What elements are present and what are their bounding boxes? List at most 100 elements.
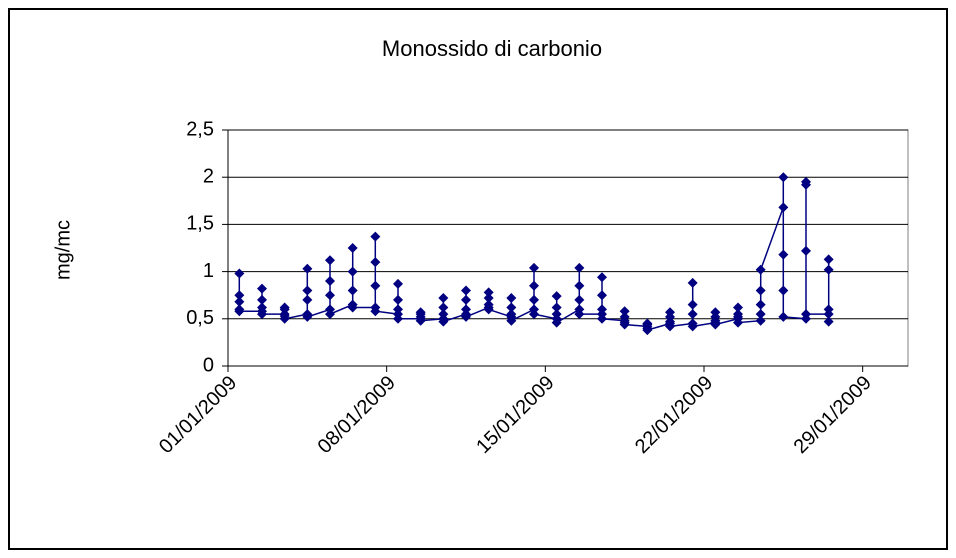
marker xyxy=(529,262,539,273)
marker xyxy=(461,304,471,315)
marker xyxy=(597,313,607,324)
marker xyxy=(393,278,403,289)
marker xyxy=(778,249,789,260)
marker xyxy=(619,306,630,317)
marker xyxy=(665,307,675,318)
marker xyxy=(393,313,403,324)
marker xyxy=(257,283,267,294)
marker xyxy=(619,319,630,330)
y-axis-label: mg/mc xyxy=(52,220,74,280)
marker xyxy=(438,309,449,320)
marker xyxy=(755,299,766,310)
marker xyxy=(823,254,834,265)
marker xyxy=(234,296,245,307)
marker xyxy=(393,294,403,305)
marker xyxy=(755,309,766,320)
chart-title: Monossido di carbonio xyxy=(382,36,602,61)
marker xyxy=(483,304,494,315)
marker xyxy=(325,255,335,266)
marker xyxy=(325,276,335,287)
marker xyxy=(257,309,267,320)
marker xyxy=(551,309,562,320)
marker xyxy=(801,179,811,190)
y-tick-label: 2,5 xyxy=(186,118,214,140)
marker xyxy=(778,311,789,322)
marker xyxy=(483,287,494,298)
marker xyxy=(347,266,358,277)
marker xyxy=(642,325,653,336)
marker xyxy=(279,302,290,313)
y-tick-label: 1 xyxy=(203,260,214,282)
marker xyxy=(234,306,245,317)
marker xyxy=(347,243,358,253)
marker xyxy=(529,294,539,305)
marker xyxy=(801,245,811,256)
marker xyxy=(302,285,313,296)
marker xyxy=(687,309,698,320)
marker xyxy=(778,172,789,183)
marker xyxy=(574,262,585,273)
marker xyxy=(461,311,471,322)
y-tick-label: 2 xyxy=(203,165,214,187)
marker xyxy=(370,280,381,291)
marker xyxy=(778,285,789,296)
marker xyxy=(415,315,426,326)
marker xyxy=(529,280,539,291)
marker xyxy=(823,264,834,275)
marker xyxy=(234,290,245,301)
marker xyxy=(551,302,562,313)
marker xyxy=(438,302,449,313)
marker xyxy=(325,309,335,320)
marker xyxy=(506,309,517,320)
marker xyxy=(823,304,834,315)
marker xyxy=(597,272,607,283)
marker xyxy=(461,294,471,305)
marker xyxy=(755,315,766,326)
marker xyxy=(302,263,313,274)
marker xyxy=(551,317,562,328)
marker xyxy=(687,299,698,310)
marker xyxy=(574,280,585,291)
marker xyxy=(687,277,698,288)
marker xyxy=(257,294,267,305)
marker xyxy=(438,316,449,327)
plot-area xyxy=(227,129,909,367)
marker xyxy=(257,302,267,313)
marker xyxy=(733,311,743,322)
marker xyxy=(506,315,517,326)
marker xyxy=(234,268,245,279)
marker xyxy=(506,293,517,304)
marker xyxy=(687,321,698,332)
marker xyxy=(778,202,789,213)
marker xyxy=(370,231,381,242)
marker xyxy=(483,293,494,304)
marker xyxy=(801,309,811,320)
marker xyxy=(665,321,675,332)
marker xyxy=(279,313,290,324)
marker xyxy=(302,311,313,322)
marker xyxy=(733,302,743,313)
marker xyxy=(370,257,381,268)
marker xyxy=(597,304,607,315)
marker xyxy=(302,294,313,305)
marker xyxy=(325,290,335,301)
marker xyxy=(710,307,721,318)
y-tick-label: 1,5 xyxy=(186,213,214,235)
marker xyxy=(755,285,766,296)
marker xyxy=(823,316,834,327)
marker xyxy=(574,294,585,305)
marker xyxy=(551,291,562,302)
marker xyxy=(347,302,358,313)
marker xyxy=(755,264,766,275)
marker xyxy=(529,309,539,320)
marker xyxy=(461,285,471,296)
y-tick-label: 0 xyxy=(203,354,214,376)
y-tick-label: 0,5 xyxy=(186,307,214,329)
marker xyxy=(619,311,630,322)
marker xyxy=(438,293,449,304)
marker xyxy=(710,319,721,330)
marker xyxy=(597,290,607,301)
marker xyxy=(347,285,358,296)
marker xyxy=(393,304,403,315)
